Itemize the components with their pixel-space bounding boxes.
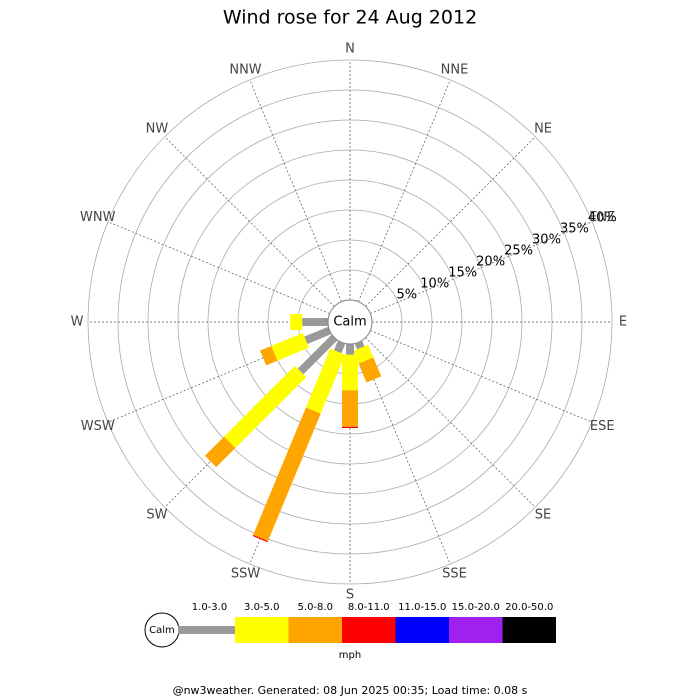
bar-segment: [342, 390, 358, 427]
legend-label: 20.0-50.0: [505, 602, 553, 613]
spoke: [249, 79, 342, 302]
legend-label: 11.0-15.0: [398, 602, 446, 613]
bar-segment: [342, 354, 358, 391]
bar-segment: [252, 534, 268, 543]
direction-label: S: [346, 588, 354, 603]
bar-segment: [304, 326, 332, 344]
direction-label: ESE: [590, 419, 615, 434]
ring-label: 15%: [448, 265, 477, 280]
direction-label: WNW: [80, 210, 116, 225]
calm-circle: [327, 299, 373, 345]
direction-label: NE: [534, 121, 552, 136]
ring-label: 10%: [420, 276, 449, 291]
spoke: [365, 337, 536, 508]
spoke: [370, 221, 593, 314]
legend-swatch: [235, 617, 289, 643]
legend-swatch: [502, 617, 556, 643]
spoke: [164, 136, 335, 307]
legend-label: 3.0-5.0: [244, 602, 279, 613]
direction-label: SE: [535, 508, 551, 523]
bar-segment: [346, 344, 354, 355]
bar-segment: [353, 344, 374, 364]
legend-label: 15.0-20.0: [452, 602, 500, 613]
direction-label: WSW: [81, 419, 115, 434]
bar-segment: [342, 426, 358, 428]
direction-label: E: [619, 315, 627, 330]
direction-label: NW: [146, 121, 169, 136]
legend-label: 8.0-11.0: [348, 602, 390, 613]
ring-label: 40%: [588, 211, 617, 226]
ring-label: 30%: [532, 233, 561, 248]
bar-segment: [302, 318, 328, 326]
bar-segment: [271, 332, 309, 361]
direction-label: N: [345, 42, 355, 57]
direction-label: NNE: [441, 62, 469, 77]
legend-calm-label: Calm: [149, 625, 175, 636]
direction-label: NNW: [229, 62, 261, 77]
direction-label: SSW: [231, 567, 261, 582]
spoke: [107, 221, 330, 314]
direction-label: SSE: [442, 567, 467, 582]
spoke: [370, 330, 593, 423]
legend-swatch: [342, 617, 396, 643]
footer: @nw3weather. Generated: 08 Jun 2025 00:3…: [173, 684, 528, 697]
legend-label: 5.0-8.0: [298, 602, 333, 613]
bar-segment: [297, 334, 338, 375]
bar-segment: [204, 436, 236, 468]
bar-segment: [223, 365, 307, 449]
direction-label: ENE: [589, 210, 615, 225]
legend-units: mph: [339, 650, 361, 661]
bar-segment: [253, 407, 321, 542]
direction-label: SW: [146, 508, 167, 523]
direction-label: W: [71, 315, 84, 330]
ring-label: 20%: [476, 254, 505, 269]
calm-label: Calm: [333, 315, 366, 330]
legend-swatch: [449, 617, 503, 643]
bar-segment: [260, 345, 278, 366]
bar-segment: [305, 348, 346, 414]
ring: [87, 59, 613, 585]
ring-label: 25%: [504, 244, 533, 259]
bar-segment: [333, 340, 346, 354]
legend-swatch: [178, 626, 235, 634]
ring-label: 5%: [396, 287, 417, 302]
legend-swatch: [288, 617, 342, 643]
bar-segment: [358, 357, 382, 383]
spoke: [358, 79, 451, 302]
legend-label: 1.0-3.0: [192, 602, 227, 613]
legend-swatch: [395, 617, 449, 643]
chart-title: Wind rose for 24 Aug 2012: [223, 7, 477, 29]
spoke: [365, 136, 536, 307]
bar-segment: [290, 314, 303, 330]
